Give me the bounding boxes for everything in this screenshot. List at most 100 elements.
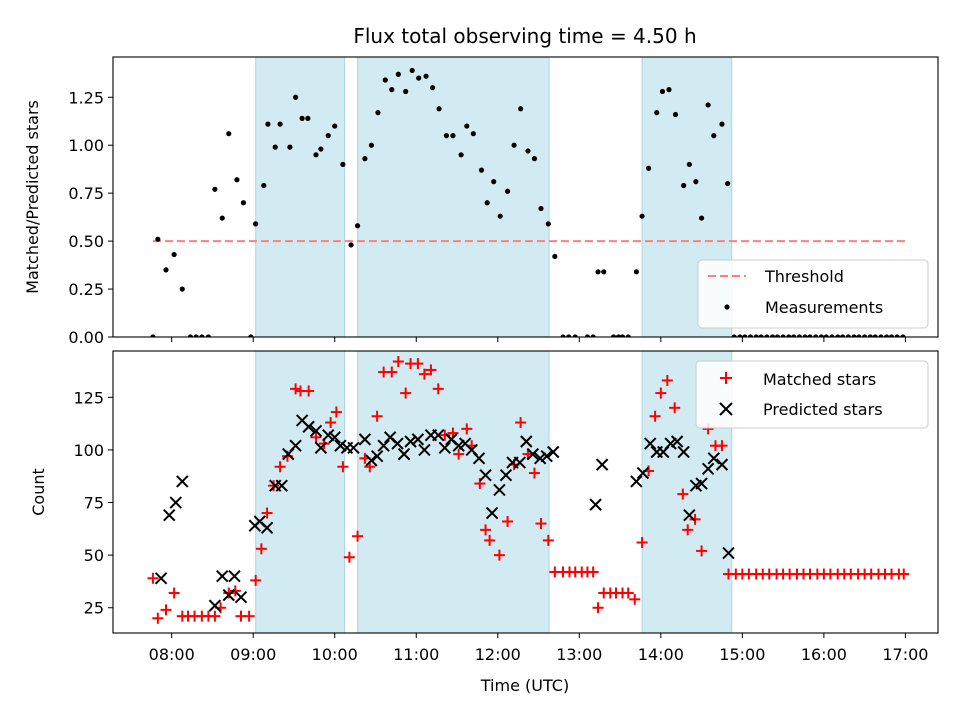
predicted-star-point	[472, 452, 486, 465]
y-tick-label: 1.00	[68, 136, 104, 155]
predicted-star-point	[260, 521, 274, 534]
marker-stroke	[722, 546, 735, 560]
marker-stroke	[644, 437, 657, 450]
matched-star-point	[432, 383, 444, 395]
measurement-point	[829, 334, 835, 337]
measurement-point	[205, 334, 211, 337]
marker-stroke	[670, 435, 684, 448]
measurement-point	[240, 200, 247, 206]
marker-stroke	[275, 479, 288, 492]
measurement-point	[595, 269, 601, 275]
measurement-point	[862, 334, 868, 337]
measurement-point	[796, 334, 803, 337]
x-tick-label: 08:00	[149, 645, 195, 664]
observing-spans	[255, 351, 733, 633]
marker-stroke	[432, 428, 445, 442]
marker-stroke	[458, 437, 472, 450]
measurement-point	[601, 269, 607, 275]
x-tick-label: 15:00	[719, 645, 765, 664]
marker-stroke	[595, 458, 609, 471]
predicted-star-point	[370, 450, 384, 463]
measurement-point	[725, 180, 731, 187]
measurement-point	[552, 253, 558, 260]
matched-star-point	[480, 524, 492, 536]
measurement-point	[382, 77, 388, 83]
y-tick-label: 125	[73, 388, 104, 407]
predicted-star-point	[715, 458, 729, 471]
marker-stroke	[365, 454, 378, 467]
marker-stroke	[715, 458, 729, 471]
y-tick-label: 0.50	[68, 232, 104, 251]
measurement-point	[293, 94, 299, 100]
measurement-point	[786, 334, 792, 337]
predicted-star-point	[222, 588, 235, 602]
matched-star-point	[528, 467, 540, 479]
measurement-point	[764, 334, 770, 337]
measurement-point	[845, 334, 851, 337]
measurement-point	[813, 334, 819, 337]
measurement-point	[484, 200, 490, 206]
matched-star-point	[636, 537, 648, 549]
measurement-point	[560, 334, 566, 337]
predicted-star-point	[670, 435, 684, 448]
predicted-star-point	[595, 458, 609, 471]
measurement-point	[681, 182, 687, 189]
measurement-point	[395, 71, 401, 77]
matched-star-point	[689, 513, 701, 525]
measurement-point	[429, 85, 436, 91]
measurement-point	[835, 334, 841, 337]
measurement-point	[758, 334, 764, 337]
matched-star-point	[250, 574, 262, 586]
matched-star-point	[425, 364, 437, 376]
count-y-axis-label: Count	[29, 468, 48, 516]
marker-stroke	[208, 599, 222, 612]
y-tick-label: 0.00	[68, 328, 104, 347]
y-tick-label: 0.25	[68, 280, 104, 299]
marker-stroke	[216, 569, 229, 583]
matched-star-point	[592, 602, 604, 614]
matched-star-point	[898, 568, 910, 580]
marker-stroke	[479, 468, 492, 482]
count-panel: 25 50 75 100 125 08:00 09:00 10:00 11:00 12:00 13…	[29, 350, 939, 695]
measurement-point	[672, 111, 679, 118]
matched-star-point	[400, 387, 412, 399]
measurement-point	[163, 267, 169, 273]
measurement-point	[633, 269, 639, 275]
measurement-point	[277, 121, 283, 127]
measurement-point	[872, 334, 878, 337]
predicted-star-point	[302, 420, 315, 433]
measurement-point	[639, 213, 645, 219]
measurement-point	[884, 334, 890, 337]
matched-star-point	[542, 534, 554, 546]
ratio-y-ticks: 0.00 0.25 0.50 0.75 1.00 1.25	[68, 88, 113, 347]
measurement-point	[491, 179, 497, 185]
matched-star-point	[343, 551, 355, 563]
marker-stroke	[677, 445, 690, 459]
matched-star-point	[147, 572, 159, 584]
matched-star-point	[160, 604, 172, 616]
measurement-point	[226, 131, 232, 137]
marker-stroke	[513, 456, 527, 469]
marker-stroke	[540, 450, 553, 463]
measurement-point	[287, 144, 293, 150]
legend-threshold-label: Threshold	[764, 267, 844, 286]
matched-star-point	[352, 530, 364, 542]
measurement-point	[753, 334, 759, 337]
measurement-point	[531, 156, 538, 162]
measurement-point	[686, 161, 692, 167]
measurement-point	[525, 148, 531, 154]
predicted-star-point	[275, 479, 288, 492]
predicted-star-point	[377, 439, 390, 452]
measurement-point	[234, 177, 240, 183]
ratio-y-axis-label: Matched/Predicted stars	[23, 100, 42, 294]
y-tick-label: 1.25	[68, 88, 104, 107]
matched-star-point	[243, 610, 255, 622]
measurement-point	[840, 334, 846, 337]
predicted-star-point	[358, 433, 372, 446]
marker-stroke	[334, 439, 347, 452]
legend-matched-marker	[720, 372, 732, 384]
marker-stroke	[695, 477, 708, 490]
measurement-point	[705, 102, 711, 108]
predicted-star-point	[208, 599, 222, 612]
matched-star-point	[303, 385, 315, 397]
